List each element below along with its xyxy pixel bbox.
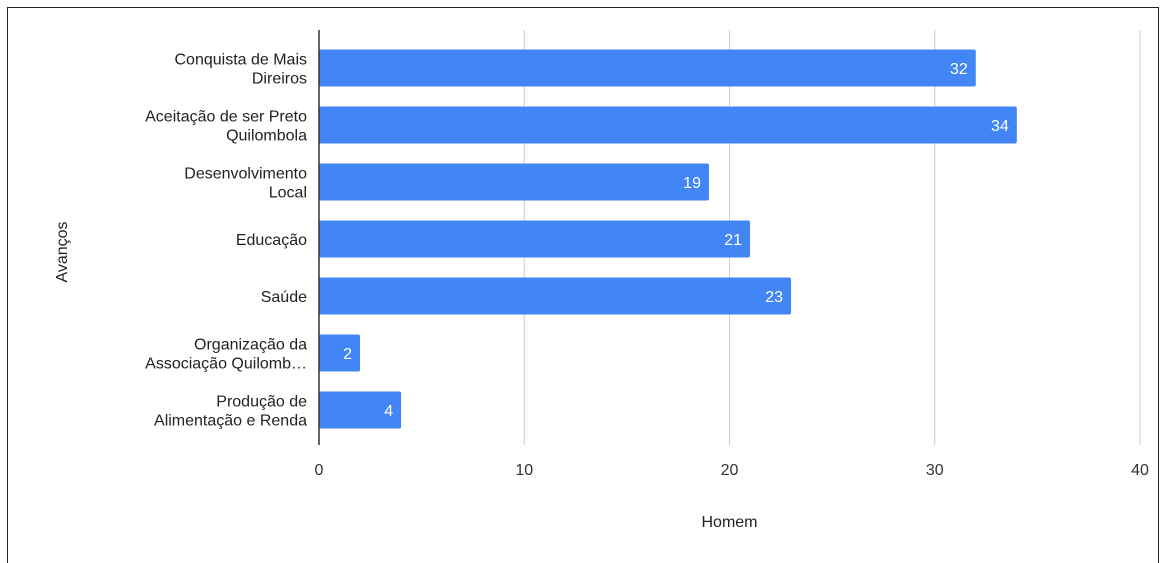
category-label: Saúde (261, 289, 307, 306)
x-axis-title: Homem (701, 514, 757, 531)
category-labels: Conquista de Mais Direiros Aceitação de se… (145, 52, 307, 430)
bar-value-label: 19 (683, 175, 701, 192)
x-tick-label: 20 (721, 462, 739, 479)
bar (319, 49, 976, 87)
category-label: Desenvolvimento (184, 166, 307, 183)
category-label: Educação (236, 232, 307, 249)
bar-value-label: 21 (724, 232, 742, 249)
category-label: Direiros (252, 71, 307, 88)
y-axis-title: Avanços (54, 221, 71, 282)
x-tick-label: 40 (1131, 462, 1149, 479)
chart-frame (7, 7, 1159, 563)
x-tick-label: 10 (515, 462, 533, 479)
bars: 32 34 19 21 23 2 4 (319, 49, 1017, 429)
bar (319, 277, 792, 315)
category-label: Quilombola (226, 128, 307, 145)
bar (319, 391, 402, 429)
bar-value-label: 32 (950, 61, 968, 78)
bar (319, 106, 1017, 144)
x-tick-label: 30 (926, 462, 944, 479)
category-label: Local (269, 185, 307, 202)
bar-value-label: 23 (765, 289, 783, 306)
category-label: Associação Quilomb… (145, 356, 307, 373)
bar (319, 334, 361, 372)
x-tick-label: 0 (315, 462, 324, 479)
category-label: Organização da (194, 337, 307, 354)
category-label: Alimentação e Renda (154, 413, 307, 430)
bar (319, 220, 751, 258)
bar (319, 163, 709, 201)
category-label: Aceitação de ser Preto (145, 109, 307, 126)
x-tick-labels: 0 10 20 30 40 (315, 462, 1149, 479)
bar-value-label: 34 (991, 118, 1009, 135)
category-label: Produção de (216, 394, 307, 411)
bar-value-label: 4 (384, 403, 393, 420)
bar-value-label: 2 (343, 346, 352, 363)
category-label: Conquista de Mais (174, 52, 307, 69)
